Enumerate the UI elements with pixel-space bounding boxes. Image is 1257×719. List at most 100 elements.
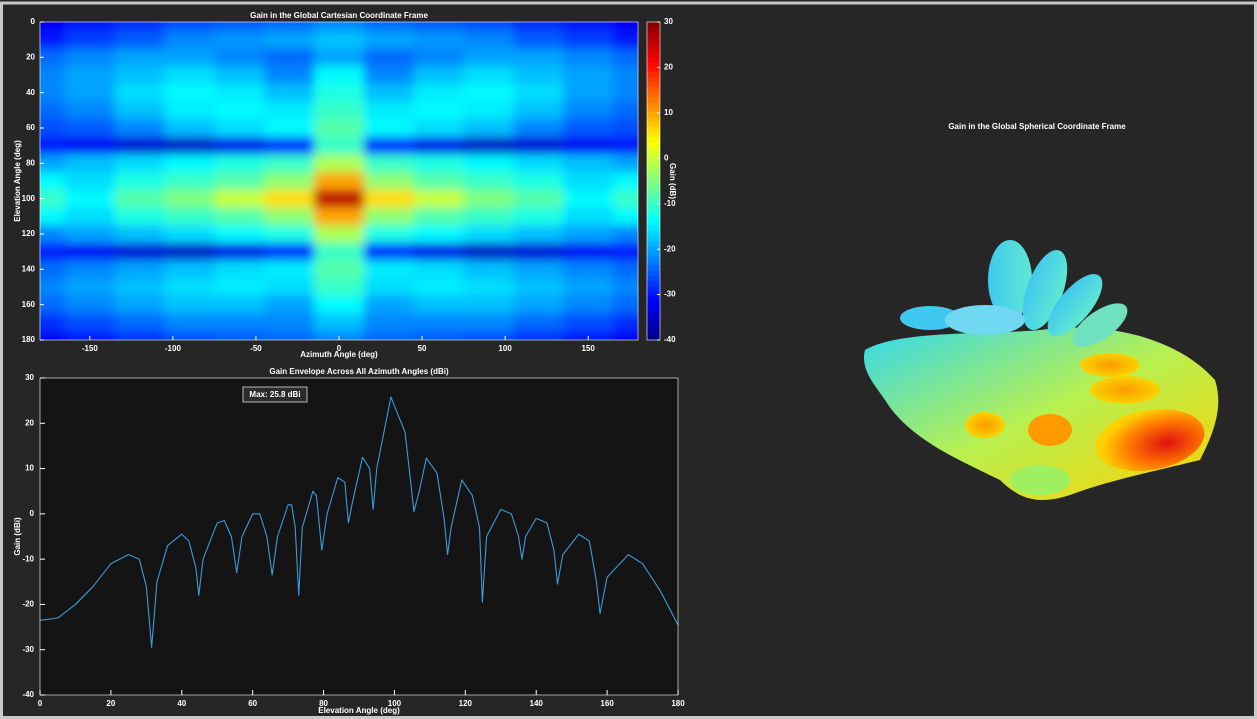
heatmap-cell — [513, 137, 563, 155]
colorbar-swatch — [647, 226, 660, 231]
x-axis-label: Azimuth Angle (deg) — [300, 350, 378, 359]
heatmap-cell — [414, 296, 464, 314]
heatmap-cell — [414, 208, 464, 226]
heatmap-cell — [264, 31, 314, 49]
colorbar-swatch — [647, 77, 660, 82]
heatmap-cell — [364, 137, 414, 155]
x-tick-label: 150 — [581, 344, 595, 353]
x-tick-label: 40 — [177, 699, 186, 708]
heatmap-clip — [15, 13, 663, 349]
colorbar-tick-label: -40 — [664, 335, 676, 344]
heatmap-cell — [464, 190, 514, 208]
heatmap-cell — [563, 155, 613, 173]
heatmap-cell — [364, 208, 414, 226]
x-tick-label: 60 — [248, 699, 257, 708]
heatmap-cell — [264, 208, 314, 226]
colorbar-swatch — [647, 305, 660, 310]
heatmap-cell — [364, 261, 414, 279]
heatmap-cell — [414, 84, 464, 102]
colorbar-swatch — [647, 97, 660, 102]
heatmap-cell — [414, 190, 464, 208]
heatmap-cell — [563, 278, 613, 296]
x-tick-label: -150 — [82, 344, 99, 353]
colorbar-swatch — [647, 62, 660, 67]
colorbar-swatch — [647, 191, 660, 196]
y-tick-label: 80 — [26, 158, 35, 167]
colorbar-swatch — [647, 330, 660, 335]
heatmap-cell — [414, 31, 464, 49]
heatmap-cell — [214, 84, 264, 102]
heatmap-cell — [364, 31, 414, 49]
colorbar-swatch — [647, 102, 660, 107]
colorbar-swatch — [647, 280, 660, 285]
colorbar-swatch — [647, 111, 660, 116]
heatmap-cell — [214, 261, 264, 279]
heatmap-cell — [264, 137, 314, 155]
heatmap-cell — [65, 225, 115, 243]
heatmap-cell — [563, 296, 613, 314]
x-tick-label: -50 — [250, 344, 262, 353]
heatmap-cell — [364, 225, 414, 243]
heatmap-cell — [464, 243, 514, 261]
colorbar-swatch — [647, 285, 660, 290]
heatmap-cells — [15, 13, 663, 349]
heatmap-cell — [115, 49, 165, 67]
y-tick-label: 10 — [25, 464, 34, 473]
chart-title: Gain in the Global Spherical Coordinate … — [948, 122, 1126, 131]
heatmap-cell — [65, 155, 115, 173]
heatmap-cell — [65, 31, 115, 49]
colorbar-swatch — [647, 315, 660, 320]
x-tick-label: 120 — [459, 699, 473, 708]
heatmap-cell — [513, 243, 563, 261]
colorbar-tick-label: 30 — [664, 17, 673, 26]
heatmap-cell — [563, 243, 613, 261]
y-tick-label: 140 — [22, 264, 36, 273]
heatmap-cell — [115, 190, 165, 208]
heatmap-cell — [115, 119, 165, 137]
colorbar-tick-label: -10 — [664, 199, 676, 208]
heatmap-cell — [314, 66, 364, 84]
heatmap-cell — [414, 102, 464, 120]
heatmap-cell — [65, 296, 115, 314]
colorbar-swatch — [647, 106, 660, 111]
x-axis-label: Elevation Angle (deg) — [318, 706, 400, 715]
heatmap-cell — [214, 314, 264, 332]
heatmap-cell — [414, 172, 464, 190]
colorbar-swatch — [647, 47, 660, 52]
heatmap-cell — [65, 102, 115, 120]
x-tick-label: -100 — [165, 344, 182, 353]
heatmap-cell — [414, 261, 464, 279]
heatmap-cell — [464, 278, 514, 296]
figure: Gain in the Global Cartesian Coordinate … — [0, 0, 1257, 719]
colorbar-swatch — [647, 22, 660, 27]
y-tick-label: 20 — [26, 52, 35, 61]
colorbar-swatch — [647, 325, 660, 330]
heatmap-cell — [165, 119, 215, 137]
surface-lobe — [1090, 376, 1160, 404]
heatmap-cell — [264, 261, 314, 279]
heatmap-cell — [65, 190, 115, 208]
heatmap-cell — [364, 84, 414, 102]
colorbar-swatch — [647, 121, 660, 126]
heatmap-cell — [214, 208, 264, 226]
colorbar-swatch — [647, 166, 660, 171]
heatmap-cell — [563, 261, 613, 279]
heatmap-cell — [65, 137, 115, 155]
heatmap-cell — [314, 137, 364, 155]
heatmap-cell — [165, 66, 215, 84]
x-tick-label: 160 — [600, 699, 614, 708]
heatmap-cell — [513, 314, 563, 332]
heatmap-cell — [364, 102, 414, 120]
heatmap-cell — [264, 84, 314, 102]
x-tick-label: 140 — [530, 699, 544, 708]
heatmap-cell — [214, 31, 264, 49]
heatmap-cell — [115, 225, 165, 243]
heatmap-cell — [115, 155, 165, 173]
heatmap-cell — [165, 172, 215, 190]
heatmap-cell — [214, 225, 264, 243]
heatmap-cell — [115, 172, 165, 190]
colorbar-swatch — [647, 82, 660, 87]
heatmap-cell — [513, 102, 563, 120]
heatmap-cell — [563, 190, 613, 208]
heatmap-cell — [65, 66, 115, 84]
